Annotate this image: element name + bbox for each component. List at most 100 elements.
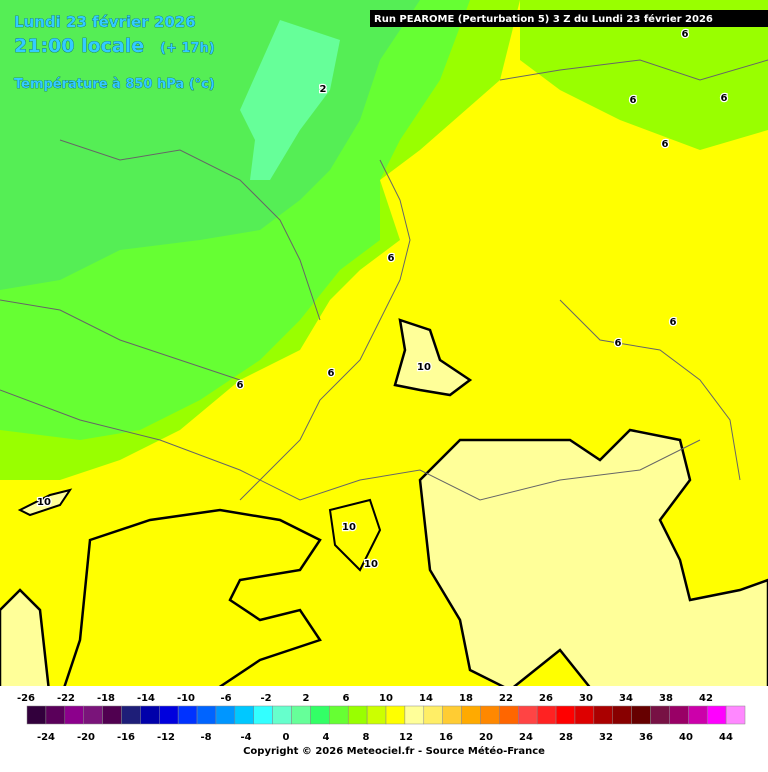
scale-cell bbox=[612, 705, 632, 725]
border bbox=[239, 159, 411, 501]
scale-label: -14 bbox=[137, 693, 155, 704]
border bbox=[559, 299, 741, 481]
scale-cell bbox=[669, 705, 689, 725]
scale-label: 0 bbox=[283, 732, 290, 743]
scale-cell bbox=[404, 705, 425, 725]
contour-label: 6 bbox=[615, 338, 622, 349]
scale-label: 36 bbox=[639, 732, 653, 743]
scale-cell bbox=[272, 705, 292, 725]
scale-cell bbox=[385, 705, 406, 725]
scale-cell bbox=[555, 705, 576, 725]
scale-label: 18 bbox=[459, 693, 473, 704]
scale-label: 14 bbox=[419, 693, 433, 704]
scale-label: 32 bbox=[599, 732, 613, 743]
scale-cell bbox=[518, 705, 538, 725]
scale-cell bbox=[423, 705, 443, 725]
scale-cell bbox=[366, 705, 387, 725]
scale-label: 40 bbox=[679, 732, 693, 743]
scale-cell bbox=[461, 705, 481, 725]
contour-lakes bbox=[328, 498, 382, 572]
scale-label: 6 bbox=[343, 693, 350, 704]
scale-cell bbox=[536, 705, 557, 725]
scale-cell bbox=[45, 705, 66, 725]
lead-time: (+ 17h) bbox=[160, 41, 215, 56]
scale-label: -24 bbox=[37, 732, 55, 743]
scale-cell bbox=[650, 705, 670, 725]
scale-cell bbox=[121, 705, 141, 725]
scale-cell bbox=[574, 705, 595, 725]
legend-area bbox=[0, 686, 768, 768]
scale-label: 12 bbox=[399, 732, 413, 743]
scale-cell bbox=[196, 705, 217, 725]
scale-label: 16 bbox=[439, 732, 453, 743]
map bbox=[0, 0, 768, 702]
contour-label: 10 bbox=[37, 497, 51, 508]
scale-cell bbox=[177, 705, 198, 725]
scale-cell bbox=[159, 705, 179, 725]
color-scale: -26 -22 -18 -14 -10 -6 -2 2 6 10 14 18 22 26 30 34 38 42-… bbox=[17, 693, 746, 743]
field-pale-sw bbox=[0, 588, 52, 702]
scale-label: -6 bbox=[220, 693, 231, 704]
scale-label: 24 bbox=[519, 732, 533, 743]
border bbox=[0, 389, 701, 501]
scale-cell bbox=[140, 705, 160, 725]
scale-cell bbox=[26, 705, 47, 725]
scale-cell bbox=[706, 705, 727, 725]
scale-label: 38 bbox=[659, 693, 673, 704]
scale-label: -2 bbox=[260, 693, 271, 704]
scale-cell bbox=[64, 705, 84, 725]
contour-centre bbox=[393, 318, 473, 397]
contour-labels: 6 2 6 6 6 6 6 6 10 6 6 10 10 10 bbox=[36, 28, 729, 572]
border bbox=[499, 59, 768, 81]
scale-label: 26 bbox=[539, 693, 553, 704]
scale-label: 8 bbox=[363, 732, 370, 743]
scale-cell bbox=[593, 705, 613, 725]
contour-label: 10 bbox=[417, 362, 431, 373]
scale-label: 10 bbox=[379, 693, 393, 704]
border bbox=[0, 299, 241, 381]
field-pale-east bbox=[418, 428, 768, 702]
date: Lundi 23 février 2026 bbox=[14, 13, 196, 31]
contour-label: 10 bbox=[364, 559, 378, 570]
scale-cell bbox=[234, 705, 254, 725]
scale-label: 44 bbox=[719, 732, 733, 743]
scale-label: -8 bbox=[200, 732, 211, 743]
scale-cell bbox=[253, 705, 273, 725]
scale-cell bbox=[347, 705, 368, 725]
scale-label: -4 bbox=[240, 732, 251, 743]
borders bbox=[0, 59, 768, 501]
scale-cell bbox=[631, 705, 651, 725]
scale-cell bbox=[102, 705, 122, 725]
contour-label: 2 bbox=[320, 84, 327, 95]
scale-label: 2 bbox=[303, 693, 310, 704]
contour-label: 6 bbox=[721, 93, 728, 104]
scale-label: -10 bbox=[177, 693, 195, 704]
scale-cell bbox=[291, 705, 311, 725]
scale-cell bbox=[310, 705, 330, 725]
scale-cell bbox=[83, 705, 103, 725]
scale-label: 4 bbox=[323, 732, 330, 743]
scale-label: 30 bbox=[579, 693, 593, 704]
scale-label: 42 bbox=[699, 693, 713, 704]
scale-cell bbox=[688, 705, 708, 725]
border bbox=[59, 139, 321, 321]
scale-cell bbox=[215, 705, 236, 725]
scale-label: 28 bbox=[559, 732, 573, 743]
field-cool-strip bbox=[240, 20, 340, 180]
scale-label: 22 bbox=[499, 693, 513, 704]
scale-label: 20 bbox=[479, 732, 493, 743]
contour-label: 10 bbox=[342, 522, 356, 533]
parameter: Température à 850 hPa (°c) bbox=[14, 77, 215, 92]
copyright: Copyright © 2026 Meteociel.fr - Source M… bbox=[243, 745, 545, 757]
contour-label: 6 bbox=[237, 380, 244, 391]
run-title: Run PEAROME (Perturbation 5) 3 Z du Lund… bbox=[374, 13, 713, 25]
contour-label: 6 bbox=[328, 368, 335, 379]
scale-label: -26 bbox=[17, 693, 35, 704]
field-lime-ne bbox=[520, 0, 768, 150]
scale-label: -18 bbox=[97, 693, 115, 704]
scale-cell bbox=[480, 705, 500, 725]
scale-label: 34 bbox=[619, 693, 633, 704]
scale-label: -20 bbox=[77, 732, 95, 743]
scale-cell bbox=[499, 705, 519, 725]
